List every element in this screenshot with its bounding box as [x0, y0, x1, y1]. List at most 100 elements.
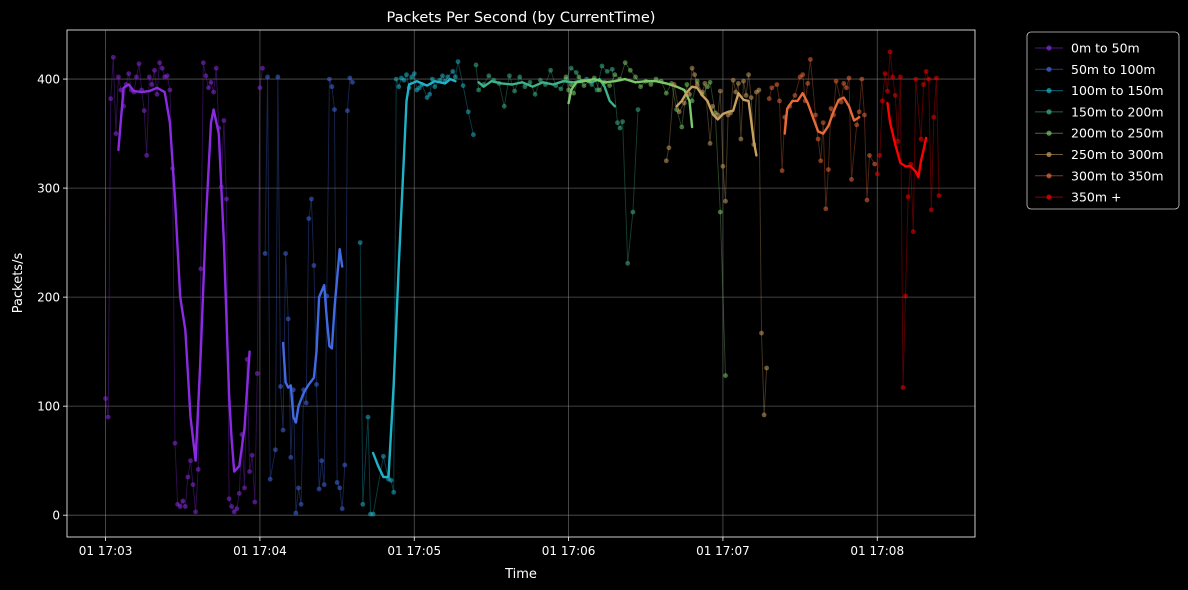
data-point — [193, 509, 199, 515]
data-point — [429, 76, 435, 82]
data-point — [208, 79, 214, 85]
data-point — [152, 67, 157, 73]
legend-marker — [1046, 45, 1052, 51]
series-trend-line — [783, 91, 861, 135]
data-point — [370, 511, 376, 517]
data-point — [573, 70, 579, 75]
data-point — [707, 79, 713, 85]
legend-marker — [1046, 109, 1052, 115]
data-point — [702, 81, 708, 86]
data-point — [231, 509, 237, 515]
data-point — [182, 504, 188, 509]
legend-label: 250m to 300m — [1071, 147, 1164, 162]
data-point — [409, 74, 415, 80]
data-point — [808, 57, 813, 62]
data-point — [507, 73, 512, 79]
data-point — [242, 485, 247, 491]
data-point — [501, 103, 507, 109]
y-tick-label: 400 — [37, 73, 60, 87]
data-point — [882, 71, 888, 76]
data-point — [548, 67, 553, 73]
data-point — [211, 89, 217, 95]
data-point — [694, 78, 700, 84]
data-point — [455, 59, 461, 64]
data-point — [159, 65, 165, 71]
data-point — [689, 98, 695, 104]
data-point — [350, 79, 355, 85]
data-point — [273, 447, 278, 453]
data-point — [681, 100, 687, 106]
data-point — [180, 498, 186, 504]
legend-label: 0m to 50m — [1071, 41, 1140, 56]
data-point — [759, 330, 764, 336]
data-point — [838, 99, 844, 105]
series-trend-line — [675, 85, 758, 157]
data-point — [615, 120, 620, 126]
data-point — [527, 79, 533, 85]
data-point — [692, 72, 697, 78]
legend-marker — [1046, 66, 1052, 72]
data-point — [471, 132, 476, 138]
x-tick-label: 01 17:03 — [79, 544, 133, 558]
data-point — [108, 96, 114, 102]
data-point — [826, 167, 831, 173]
data-point — [648, 82, 654, 87]
series-trend-line — [886, 101, 928, 179]
data-point — [928, 207, 934, 213]
data-point — [260, 65, 265, 71]
data-point — [800, 72, 806, 78]
series-raw-line — [475, 64, 639, 264]
data-point — [746, 72, 751, 78]
data-point — [910, 229, 916, 235]
data-point — [730, 77, 736, 83]
data-point — [599, 63, 605, 69]
data-point — [154, 91, 160, 97]
data-point — [715, 112, 721, 118]
data-point — [576, 74, 582, 80]
data-point — [828, 106, 834, 111]
data-point — [164, 73, 170, 79]
data-point — [638, 84, 643, 90]
data-point — [717, 88, 723, 94]
data-point — [357, 240, 363, 246]
data-point — [741, 78, 746, 84]
data-point — [306, 216, 312, 222]
data-point — [764, 365, 769, 371]
data-point — [424, 95, 430, 100]
data-point — [427, 91, 433, 97]
series-layer — [103, 49, 942, 517]
data-point — [635, 107, 641, 112]
data-point — [625, 260, 631, 266]
legend-label: 200m to 250m — [1071, 126, 1164, 141]
data-point — [332, 107, 337, 112]
data-point — [388, 477, 394, 483]
data-point — [931, 114, 937, 120]
data-point — [224, 196, 229, 202]
data-point — [476, 87, 481, 93]
data-point — [900, 385, 906, 390]
data-point — [903, 293, 908, 299]
legend-marker — [1046, 151, 1052, 158]
data-point — [589, 82, 595, 87]
data-point — [921, 82, 926, 87]
data-point — [309, 196, 314, 202]
data-point — [278, 384, 283, 389]
series-raw-line — [876, 51, 940, 388]
series-trend-line — [371, 77, 457, 479]
data-point — [633, 74, 638, 80]
data-point — [620, 119, 625, 124]
data-point — [854, 122, 860, 128]
axes-frame — [66, 29, 976, 538]
y-tick-label: 0 — [52, 509, 60, 523]
data-point — [558, 86, 564, 92]
data-point — [923, 69, 929, 74]
data-point — [381, 453, 386, 459]
series-7 — [766, 57, 878, 212]
data-point — [465, 109, 471, 115]
series-raw-line — [565, 61, 726, 376]
data-point — [134, 74, 139, 80]
legend-label: 50m to 100m — [1071, 62, 1156, 77]
data-point — [347, 75, 353, 81]
data-point — [723, 198, 728, 204]
